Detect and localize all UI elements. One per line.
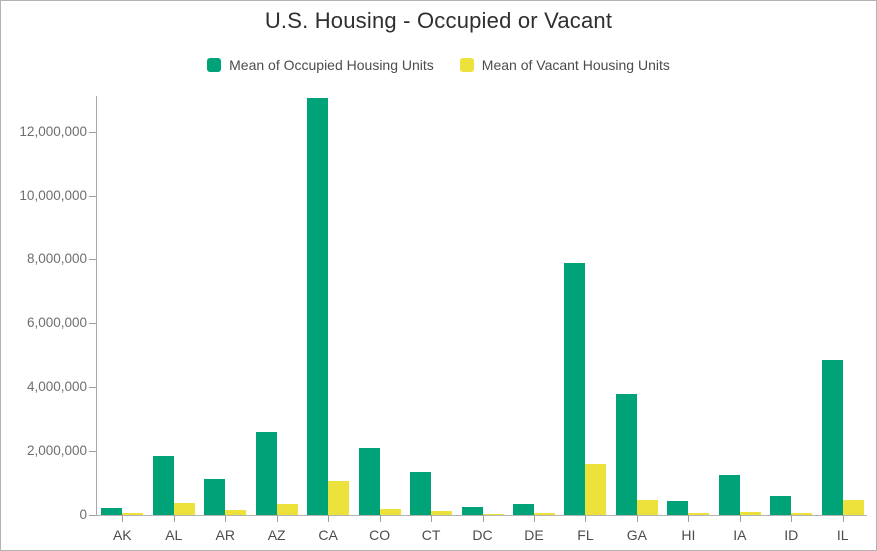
x-label-IA: IA — [733, 527, 747, 543]
x-label-IL: IL — [836, 527, 849, 543]
bar-occupied-AK[interactable] — [101, 508, 123, 515]
x-tick — [122, 515, 124, 522]
bar-occupied-IL[interactable] — [821, 360, 843, 515]
x-label-DE: DE — [524, 527, 544, 543]
x-tick — [328, 515, 330, 522]
bar-occupied-ID[interactable] — [770, 496, 792, 515]
x-tick — [739, 515, 741, 522]
y-tick-label: 0 — [79, 507, 87, 522]
bar-occupied-CO[interactable] — [358, 448, 380, 515]
x-label-AL: AL — [165, 527, 183, 543]
bar-vacant-CT[interactable] — [431, 511, 453, 515]
y-tick — [89, 387, 96, 389]
y-tick — [89, 515, 96, 516]
bar-vacant-DE[interactable] — [533, 513, 555, 515]
legend-label-occupied: Mean of Occupied Housing Units — [229, 57, 434, 73]
legend-swatch-occupied-icon — [207, 58, 222, 72]
bar-occupied-AR[interactable] — [204, 479, 226, 515]
legend: Mean of Occupied Housing Units Mean of V… — [1, 57, 876, 73]
x-tick — [276, 515, 278, 522]
bar-occupied-FL[interactable] — [564, 263, 586, 515]
chart-title: U.S. Housing - Occupied or Vacant — [264, 8, 613, 33]
bar-vacant-AK[interactable] — [122, 513, 144, 515]
y-tick-label: 2,000,000 — [26, 443, 87, 459]
bar-occupied-AL[interactable] — [152, 456, 174, 515]
bar-vacant-DC[interactable] — [482, 514, 504, 515]
x-label-FL: FL — [577, 527, 594, 543]
bar-vacant-IA[interactable] — [739, 512, 761, 515]
y-tick — [89, 259, 96, 261]
bar-occupied-DE[interactable] — [512, 504, 534, 515]
x-axis-line — [96, 515, 867, 516]
bar-vacant-ID[interactable] — [791, 513, 813, 515]
x-label-CO: CO — [369, 527, 391, 543]
legend-swatch-vacant-icon — [459, 58, 474, 72]
x-label-AK: AK — [112, 527, 132, 543]
bar-vacant-FL[interactable] — [585, 464, 607, 515]
legend-item-vacant[interactable]: Mean of Vacant Housing Units — [459, 57, 670, 73]
x-tick — [225, 515, 227, 522]
y-tick-label: 8,000,000 — [26, 251, 87, 267]
bar-vacant-AR[interactable] — [225, 510, 247, 515]
x-tick — [379, 515, 381, 522]
x-tick — [173, 515, 175, 522]
y-tick-label: 12,000,000 — [19, 123, 87, 139]
x-tick — [585, 515, 587, 522]
y-tick-label: 6,000,000 — [26, 315, 87, 331]
y-axis-line — [96, 96, 97, 515]
x-label-AR: AR — [215, 527, 235, 543]
x-label-HI: HI — [681, 527, 696, 543]
legend-item-occupied[interactable]: Mean of Occupied Housing Units — [207, 57, 434, 73]
x-label-GA: GA — [626, 527, 647, 543]
legend-label-vacant: Mean of Vacant Housing Units — [481, 57, 670, 73]
bar-occupied-CA[interactable] — [307, 98, 329, 515]
bar-vacant-AZ[interactable] — [276, 504, 298, 515]
y-tick-label: 10,000,000 — [19, 187, 87, 203]
bar-occupied-CT[interactable] — [410, 472, 432, 515]
y-tick-label: 4,000,000 — [26, 379, 87, 395]
bar-vacant-CO[interactable] — [379, 509, 401, 515]
y-tick — [89, 131, 96, 133]
bar-vacant-AL[interactable] — [173, 503, 195, 515]
bar-occupied-AZ[interactable] — [255, 432, 277, 515]
x-label-CT: CT — [421, 527, 441, 543]
bar-vacant-GA[interactable] — [636, 500, 658, 515]
x-tick — [636, 515, 638, 522]
bar-occupied-DC[interactable] — [461, 507, 483, 515]
x-label-AZ: AZ — [267, 527, 286, 543]
x-tick — [482, 515, 484, 522]
bar-vacant-HI[interactable] — [688, 513, 710, 515]
bar-vacant-IL[interactable] — [842, 500, 864, 515]
x-tick — [688, 515, 690, 522]
x-label-ID: ID — [784, 527, 799, 543]
x-label-DC: DC — [472, 527, 493, 543]
x-tick — [842, 515, 844, 522]
y-tick — [89, 451, 96, 453]
bar-occupied-IA[interactable] — [718, 475, 740, 515]
x-tick — [431, 515, 433, 522]
x-label-CA: CA — [318, 527, 338, 543]
y-tick — [89, 323, 96, 325]
bar-vacant-CA[interactable] — [328, 481, 350, 515]
bar-occupied-GA[interactable] — [615, 394, 637, 515]
y-tick — [89, 195, 96, 197]
x-tick — [533, 515, 535, 522]
x-tick — [791, 515, 793, 522]
bar-occupied-HI[interactable] — [667, 501, 689, 515]
